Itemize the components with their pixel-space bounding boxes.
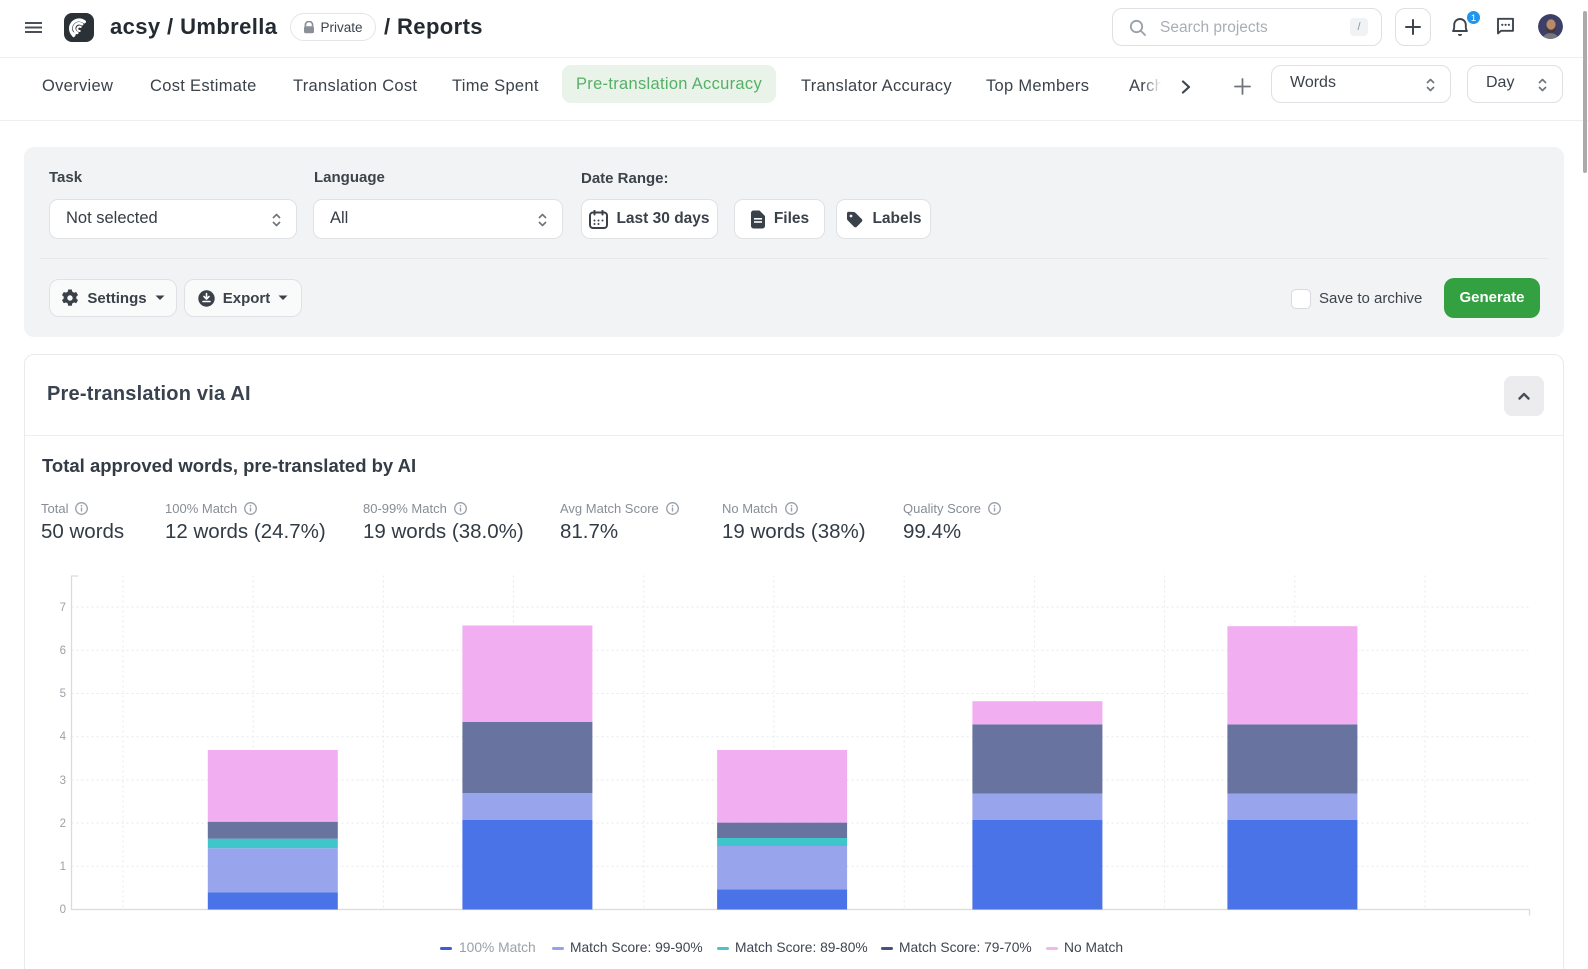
svg-text:4: 4 xyxy=(60,731,67,743)
svg-text:1: 1 xyxy=(1471,13,1476,24)
svg-text:1: 1 xyxy=(60,861,66,873)
svg-text:2: 2 xyxy=(60,818,66,830)
svg-text:7: 7 xyxy=(60,602,66,614)
svg-text:6: 6 xyxy=(60,645,66,657)
svg-text:3: 3 xyxy=(60,775,66,787)
svg-text:5: 5 xyxy=(60,688,66,700)
svg-text:0: 0 xyxy=(60,904,66,916)
